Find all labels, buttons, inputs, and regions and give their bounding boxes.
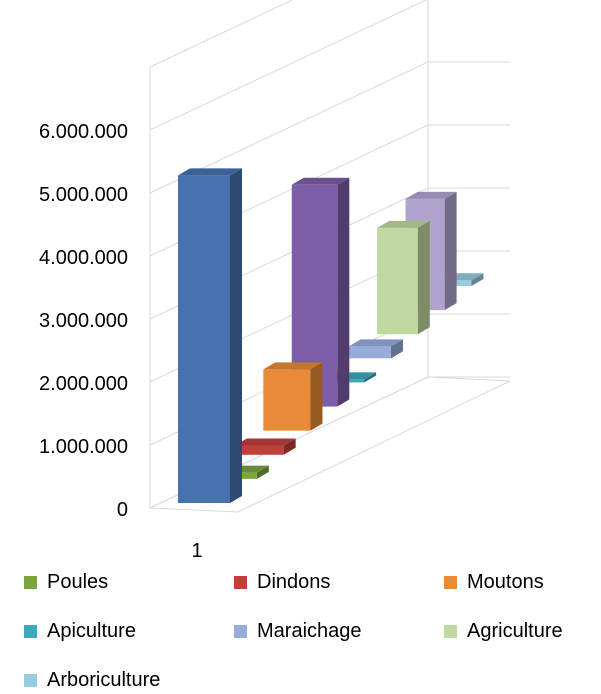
gridline-side	[149, 0, 428, 131]
y-tick-label: 4.000.000	[39, 247, 128, 269]
legend-item-maraichage: Maraichage	[234, 617, 362, 645]
bar-side	[364, 372, 377, 383]
legend-item-poules: Poules	[24, 568, 108, 596]
legend-swatch	[444, 575, 457, 589]
bar-side	[230, 168, 242, 503]
legend-swatch	[24, 673, 37, 687]
legend-item-agriculture: Agriculture	[444, 617, 563, 645]
legend-label: Moutons	[467, 570, 544, 593]
legend-swatch	[234, 575, 247, 589]
bar-side	[417, 220, 430, 335]
bar	[263, 362, 323, 431]
legend-item-arboriculture: Arboriculture	[24, 666, 160, 694]
bar-side	[390, 339, 403, 359]
legend-label: Agriculture	[467, 619, 563, 642]
legend-swatch	[444, 624, 457, 638]
chart: 0 1.000.000 2.000.000 3.000.000 4.000.000 5.0…	[39, 0, 511, 562]
legend-swatch	[24, 575, 37, 589]
bar-top	[178, 168, 242, 176]
bar	[178, 168, 242, 503]
bars	[178, 168, 484, 503]
legend-item-dindons: Dindons	[234, 568, 330, 596]
bar-side	[471, 273, 484, 286]
bar	[377, 220, 430, 335]
bar-side	[337, 177, 350, 407]
y-tick-label: 1.000.000	[39, 436, 128, 458]
bar-front	[234, 445, 284, 455]
legend-label: Poules	[47, 570, 109, 593]
y-tick-label: 5.000.000	[39, 184, 128, 206]
bar-top	[377, 220, 430, 228]
legend-swatch	[24, 624, 37, 638]
x-tick-label: 1	[191, 540, 202, 562]
legend-swatch	[234, 624, 247, 638]
legend-label: Apiculture	[47, 619, 136, 642]
bar-top	[234, 438, 296, 446]
legend: Poules Dindons Moutons Apiculture Maraic…	[0, 562, 601, 693]
y-tick-label: 0	[117, 499, 128, 521]
legend-item-moutons: Moutons	[444, 568, 544, 596]
bar-side	[256, 465, 269, 479]
bar-front	[178, 175, 230, 503]
gridline-side	[149, 0, 294, 68]
bar-top	[291, 177, 350, 185]
legend-label: Dindons	[257, 570, 331, 593]
y-tick-label: 6.000.000	[39, 121, 128, 143]
y-tick-label: 2.000.000	[39, 373, 128, 395]
y-axis: 0 1.000.000 2.000.000 3.000.000 4.000.000 5.0…	[39, 121, 128, 521]
legend-label: Maraichage	[257, 619, 362, 642]
bar-front	[263, 369, 311, 431]
bar-top	[405, 191, 457, 199]
legend-label: Arboriculture	[47, 668, 161, 691]
legend-item-apiculture: Apiculture	[24, 617, 136, 645]
bar	[234, 438, 296, 455]
bar	[348, 339, 403, 359]
bar-top	[348, 339, 403, 347]
bar-front	[377, 227, 418, 335]
bar-top	[263, 362, 323, 370]
bar-side	[310, 362, 323, 431]
y-tick-label: 3.000.000	[39, 310, 128, 332]
floor	[149, 376, 511, 513]
bar-side	[444, 191, 457, 311]
bar-front	[348, 346, 391, 359]
bar-side	[283, 438, 296, 455]
